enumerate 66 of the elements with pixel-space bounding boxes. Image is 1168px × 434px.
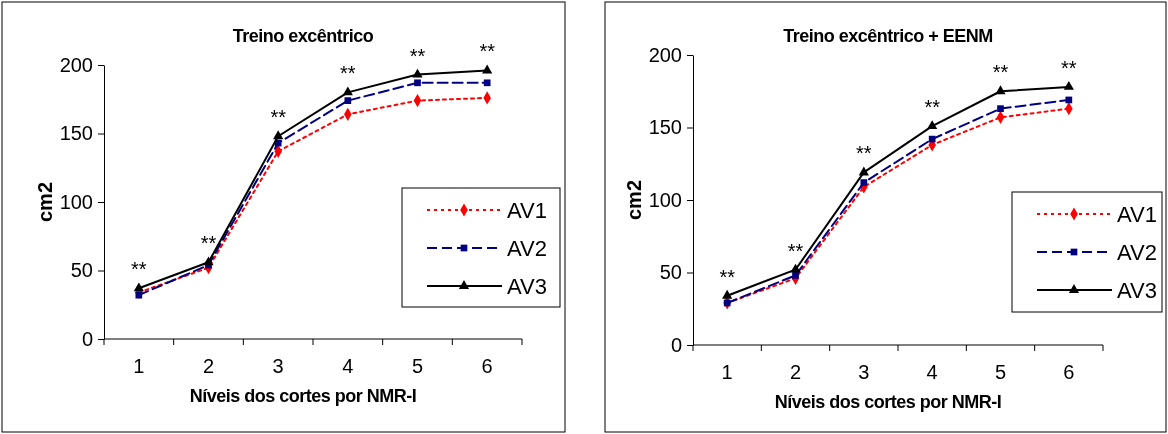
annotation: ** [200,232,217,255]
annotation: ** [856,142,872,165]
x-tick-label: 3 [858,361,870,383]
annotation: ** [340,62,356,85]
point [792,272,799,279]
annotation: ** [787,239,804,262]
annotation: ** [924,96,941,119]
y-tick-label: 50 [659,261,682,284]
x-tick-label: 2 [202,355,215,377]
annotation: ** [409,44,426,67]
y-tick-label: 100 [648,188,682,211]
point [722,289,733,299]
annotation: ** [270,106,287,129]
x-tick-label: 5 [411,355,424,377]
y-tick-label: 200 [648,43,682,66]
x-tick-label: 4 [342,355,354,377]
annotation: ** [992,61,1009,84]
y-axis-title: cm2 [34,181,56,223]
point [1065,96,1073,104]
point [790,263,801,273]
x-tick-label: 6 [481,355,493,377]
point [927,120,938,129]
legend-label: AV1 [507,198,547,223]
point [928,135,936,143]
point [483,79,491,87]
point [860,179,868,186]
point [1063,81,1074,90]
y-tick-label: 0 [670,333,682,356]
annotation: ** [131,258,147,281]
x-tick-label: 3 [272,355,284,377]
y-tick-label: 0 [81,327,93,350]
point [997,105,1004,112]
legend-label: AV2 [507,236,547,261]
y-tick-label: 200 [59,53,93,76]
point [412,68,423,78]
y-tick-label: 100 [59,190,93,213]
point [858,166,869,176]
point [482,64,493,74]
x-tick-label: 6 [1063,361,1075,383]
point [203,256,214,266]
point [344,97,352,104]
annotation: ** [479,40,496,63]
y-tick-label: 150 [648,116,682,139]
x-tick-label: 2 [789,361,802,383]
point [342,86,353,96]
chart-title: Treino excêntrico [232,26,374,46]
legend-label: AV3 [507,274,547,299]
point [273,130,284,140]
legend-label: AV3 [1117,278,1157,303]
x-axis-title: Níveis dos cortes por NMR-I [189,386,417,406]
x-tick-label: 5 [994,361,1007,383]
x-tick-label: 1 [721,361,733,383]
y-tick-label: 150 [59,122,93,145]
annotation: ** [719,265,736,288]
x-tick-label: 1 [133,355,145,377]
point [133,282,144,292]
x-axis-title: Níveis dos cortes por NMR-I [774,392,1002,412]
annotation: ** [1061,56,1077,79]
x-tick-label: 4 [926,361,938,383]
chart-title: Treino excêntrico + EENM [783,26,993,46]
y-axis-title: cm2 [623,179,645,221]
legend-label: AV2 [1117,240,1157,265]
point [995,85,1006,95]
legend-label: AV1 [1117,202,1157,227]
point [414,79,421,87]
y-tick-label: 50 [70,259,93,282]
